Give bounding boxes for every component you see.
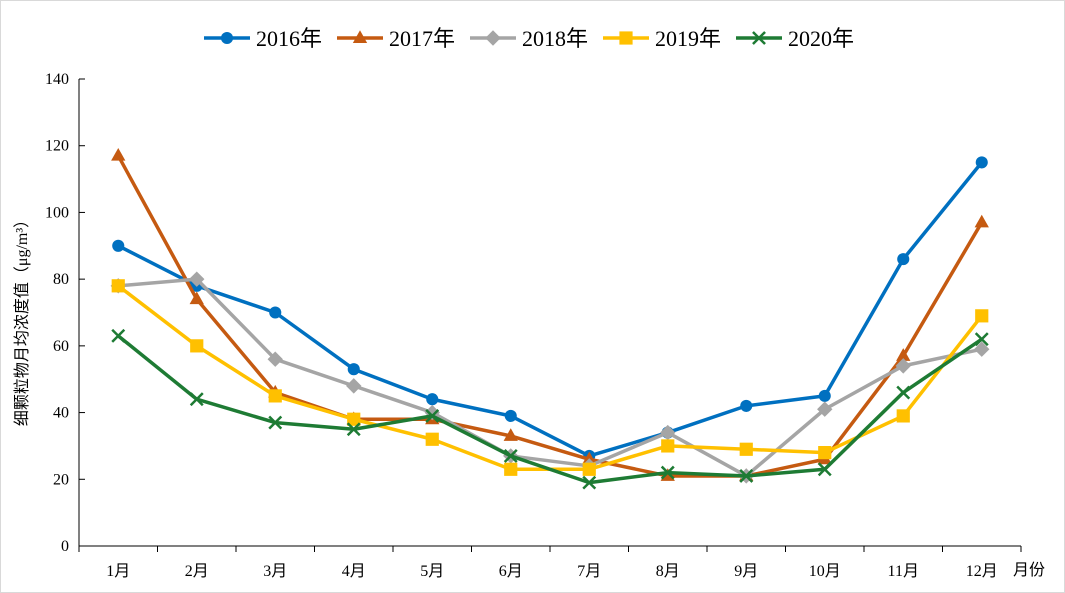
data-point — [503, 449, 518, 463]
series-line — [117, 334, 983, 485]
legend-label: 2019年 — [655, 26, 721, 51]
series-2 — [111, 148, 989, 481]
data-point — [582, 475, 597, 490]
data-point — [582, 451, 597, 465]
data-point — [189, 392, 204, 407]
data-point — [974, 341, 990, 357]
legend-marker — [485, 30, 501, 46]
legend-marker — [352, 30, 368, 43]
data-point — [346, 422, 361, 437]
axes: 0 20 40 60 80 100 120 140 1月 2月 3月 4月 5月 6月 7月 8月 9月 10月 1… — [45, 71, 1022, 580]
data-point — [189, 291, 204, 305]
x-tick-label: 7月 — [577, 563, 601, 580]
data-point — [347, 412, 361, 426]
data-point — [975, 309, 989, 323]
x-tick-label: 11月 — [888, 563, 919, 580]
data-point — [740, 399, 753, 412]
data-point — [818, 389, 831, 402]
data-point — [896, 385, 911, 400]
data-point — [111, 279, 125, 293]
y-tick-label: 140 — [45, 71, 69, 88]
data-point — [111, 148, 126, 161]
data-point — [268, 389, 282, 403]
x-axis-title: 月份 — [1013, 561, 1045, 579]
x-tick-label: 8月 — [656, 563, 680, 580]
data-point — [895, 358, 911, 374]
data-point — [112, 239, 125, 252]
data-point — [897, 253, 910, 266]
legend-marker — [619, 31, 633, 45]
x-tick-label: 2月 — [185, 563, 209, 580]
data-point — [189, 271, 205, 287]
y-tick-label: 20 — [53, 471, 69, 488]
data-point — [896, 409, 910, 423]
data-point — [739, 469, 754, 483]
data-point — [347, 363, 360, 376]
data-point — [661, 439, 675, 453]
x-tick-label: 12月 — [966, 563, 998, 580]
x-tick-label: 10月 — [809, 563, 841, 580]
data-point — [975, 156, 988, 169]
legend-item: 2019年 — [603, 26, 721, 51]
data-point — [660, 424, 676, 441]
y-tick-label: 100 — [45, 204, 69, 221]
data-point — [504, 462, 518, 476]
series-layer — [110, 148, 990, 490]
x-tick-label: 9月 — [734, 563, 758, 580]
data-point — [818, 446, 832, 460]
data-point — [269, 306, 282, 319]
series-line — [117, 161, 984, 458]
legend-marker — [752, 31, 766, 45]
x-tick-label: 4月 — [342, 563, 366, 580]
y-tick-label: 40 — [53, 405, 69, 422]
data-point — [896, 348, 911, 361]
data-point — [111, 328, 126, 343]
data-point — [660, 465, 675, 480]
data-point — [582, 462, 596, 476]
legend-label: 2018年 — [522, 26, 588, 51]
series-line — [118, 277, 983, 478]
legend-item: 2017年 — [337, 26, 455, 51]
legend-marker — [220, 31, 234, 45]
series-5 — [111, 328, 989, 490]
data-point — [346, 378, 362, 394]
x-tick-label: 6月 — [499, 563, 523, 580]
legend-item: 2016年 — [204, 26, 322, 51]
data-point — [503, 428, 518, 441]
data-point — [190, 339, 204, 353]
y-tick-label: 80 — [53, 271, 69, 288]
legend-label: 2017年 — [389, 26, 455, 51]
data-point — [504, 409, 517, 422]
data-point — [267, 351, 283, 367]
legend-label: 2016年 — [256, 26, 322, 51]
data-point — [817, 462, 832, 477]
data-point — [739, 442, 753, 456]
legend: 2016年 2017年 2018年 2019年 2020年 — [204, 26, 854, 51]
data-point — [426, 393, 439, 406]
y-axis-title: 细颗粒物月均浓度值（μg/m³） — [13, 212, 31, 426]
y-tick-label: 60 — [53, 338, 69, 355]
data-point — [817, 401, 833, 417]
series-line — [116, 154, 984, 478]
x-tick-label: 3月 — [263, 563, 287, 580]
data-point — [425, 432, 439, 446]
x-tick-label: 5月 — [420, 563, 444, 580]
data-point — [268, 415, 283, 430]
legend-item: 2020年 — [736, 26, 854, 51]
data-point — [974, 214, 989, 228]
legend-item: 2018年 — [470, 26, 588, 51]
data-point — [974, 332, 989, 347]
x-tick-label: 1月 — [106, 563, 130, 580]
y-tick-label: 120 — [45, 138, 69, 155]
y-tick-label: 0 — [61, 538, 69, 555]
series-3 — [110, 271, 990, 484]
legend-label: 2020年 — [788, 26, 854, 51]
data-point — [425, 408, 440, 423]
